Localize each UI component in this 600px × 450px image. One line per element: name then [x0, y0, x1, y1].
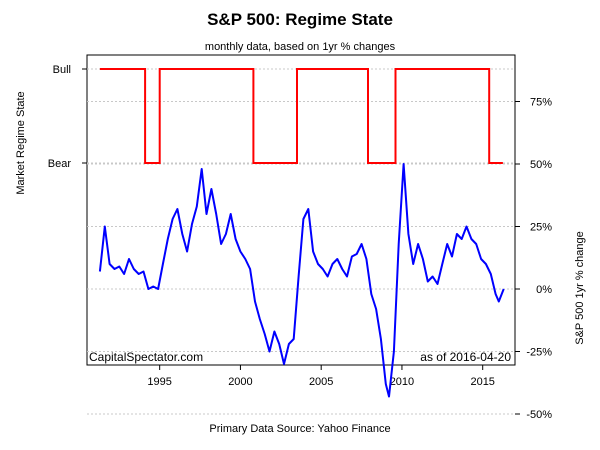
grid-lines — [87, 68, 515, 415]
return-line — [98, 163, 505, 398]
x-tick-label-2015: 2015 — [470, 376, 494, 388]
x-axis-label: Primary Data Source: Yahoo Finance — [209, 423, 390, 435]
right-tick-label: 75% — [530, 97, 552, 109]
x-tick-label-1995: 1995 — [147, 376, 171, 388]
series-layer — [98, 68, 505, 398]
right-tick-label: 50% — [530, 159, 552, 171]
x-tick-label-2005: 2005 — [309, 376, 333, 388]
x-tick-label-2000: 2000 — [228, 376, 252, 388]
source-annotation: CapitalSpectator.com — [89, 350, 203, 364]
chart-title: S&P 500: Regime State — [207, 10, 393, 29]
left-y-axis-label: Market Regime State — [15, 91, 27, 194]
left-tick-label-bear: Bear — [48, 158, 72, 170]
plot-frame — [86, 54, 516, 366]
right-tick-label: 0% — [536, 284, 552, 296]
left-tick-label-bull: Bull — [53, 64, 71, 76]
chart-subtitle: monthly data, based on 1yr % changes — [205, 41, 396, 53]
axis-ticks: Bull Bear 75% 50% 25% 0% -25% -50% 1995 2000 2005 2… — [48, 64, 552, 421]
right-y-axis-label: S&P 500 1yr % change — [574, 231, 586, 345]
right-tick-label: -25% — [526, 347, 552, 359]
asof-annotation: as of 2016-04-20 — [420, 350, 511, 364]
regime-line — [99, 68, 503, 164]
right-tick-label: 25% — [530, 222, 552, 234]
right-tick-label: -50% — [526, 409, 552, 421]
x-tick-label-2010: 2010 — [390, 376, 414, 388]
